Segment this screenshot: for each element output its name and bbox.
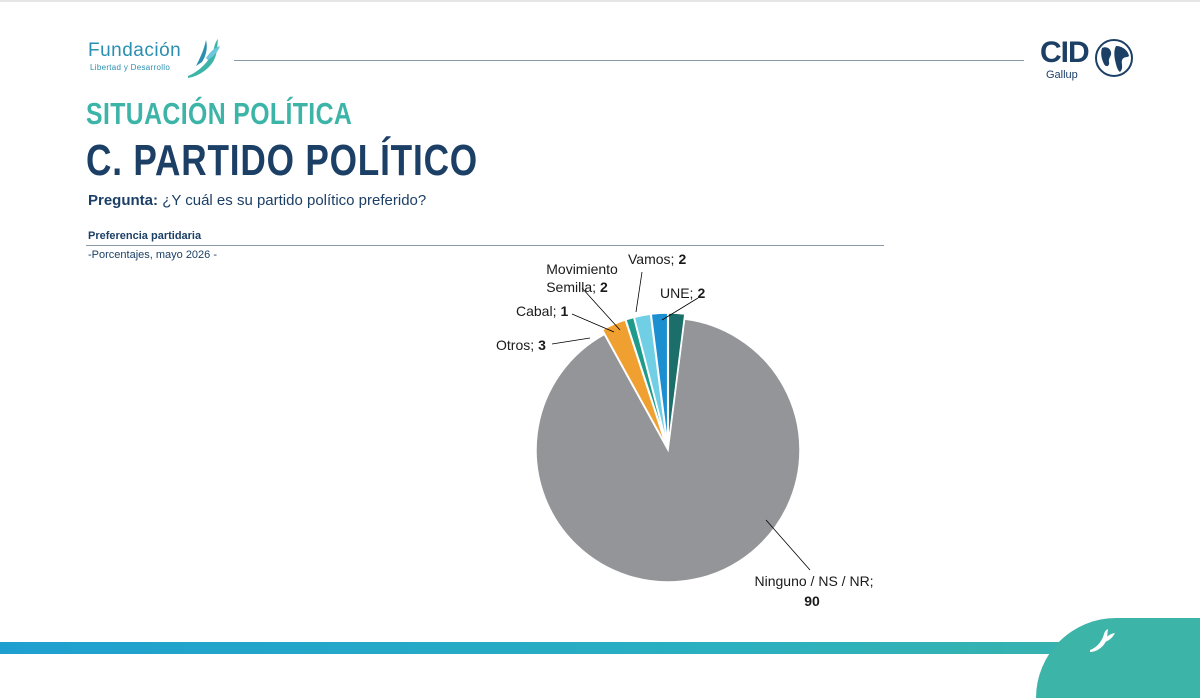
question-label: Pregunta: — [88, 192, 159, 209]
dove-icon — [188, 39, 220, 78]
leader-line-une — [661, 297, 699, 321]
leader-line-otros — [551, 337, 591, 345]
data-label-une: UNE; 2 — [660, 285, 705, 301]
chart-subheading: -Porcentajes, mayo 2026 - — [88, 249, 218, 261]
fundacion-logo-line2: Libertad y Desarrollo — [90, 63, 171, 72]
cid-logo-text: CID — [1040, 36, 1090, 69]
globe-icon — [1095, 39, 1133, 77]
cid-gallup-logo: CID Gallup — [1038, 36, 1138, 86]
leader-line-semilla — [581, 287, 621, 331]
top-rule — [0, 0, 1200, 2]
page-title: C. PARTIDO POLÍTICO — [86, 136, 478, 185]
footer-corner — [1036, 618, 1200, 698]
question: Pregunta: ¿Y cuál es su partido político… — [88, 192, 426, 209]
leader-line-vamos — [635, 271, 643, 313]
gallup-logo-text: Gallup — [1046, 69, 1078, 81]
data-label-cabal: Cabal; 1 — [516, 303, 568, 319]
data-label-ninguno: Ninguno / NS / NR; 90 — [755, 573, 878, 609]
fundacion-logo: Fundación Libertad y Desarrollo — [84, 36, 224, 84]
question-text: ¿Y cuál es su partido político preferido… — [162, 192, 427, 209]
header-rule — [234, 60, 1024, 61]
data-label-otros: Otros; 3 — [496, 337, 546, 353]
pie-slice-vamos — [650, 312, 669, 446]
pie-chart: Vamos; 2 UNE; 2 Movimiento Semilla; 2 Cabal… — [496, 251, 878, 609]
data-label-movimiento-semilla: Movimiento Semilla; 2 — [546, 261, 622, 295]
leader-line-cabal — [571, 313, 615, 333]
data-label-vamos: Vamos; 2 — [628, 251, 686, 267]
pie-slice-ninguno-ns-nr — [535, 318, 801, 583]
footer-dove-icon — [1090, 629, 1115, 652]
chart-heading: Preferencia partidaria — [88, 230, 202, 242]
leader-line-ninguno — [765, 519, 811, 571]
chart-heading-rule — [86, 245, 884, 246]
fundacion-logo-line1: Fundación — [88, 40, 182, 61]
footer-band — [0, 642, 1200, 654]
section-title: SITUACIÓN POLÍTICA — [86, 96, 353, 131]
